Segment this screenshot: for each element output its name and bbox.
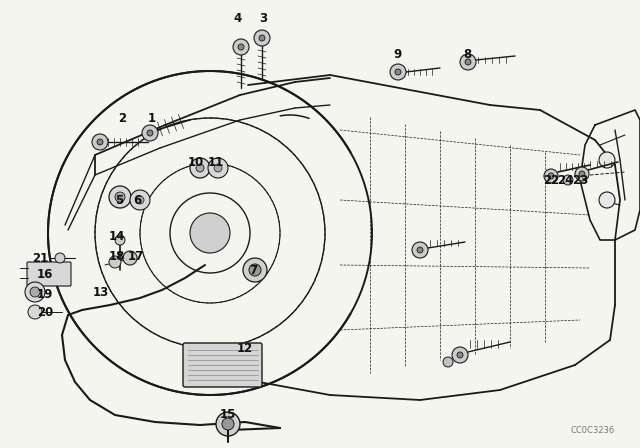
Circle shape (390, 64, 406, 80)
Text: 2: 2 (118, 112, 126, 125)
Text: 17: 17 (128, 250, 144, 263)
Text: 21: 21 (32, 251, 48, 264)
Circle shape (575, 167, 589, 181)
Circle shape (25, 282, 45, 302)
Circle shape (548, 173, 554, 179)
Text: 22: 22 (543, 173, 559, 186)
Circle shape (452, 347, 468, 363)
Circle shape (92, 134, 108, 150)
Text: 8: 8 (463, 48, 471, 61)
FancyBboxPatch shape (27, 262, 71, 286)
Text: 11: 11 (208, 155, 224, 168)
Circle shape (123, 251, 137, 265)
Circle shape (465, 59, 471, 65)
Ellipse shape (190, 213, 230, 253)
Circle shape (196, 164, 204, 172)
Circle shape (222, 418, 234, 430)
Circle shape (259, 35, 265, 41)
Circle shape (130, 190, 150, 210)
Text: 18: 18 (109, 250, 125, 263)
Text: 1: 1 (148, 112, 156, 125)
Circle shape (97, 139, 103, 145)
Text: 13: 13 (93, 285, 109, 298)
Circle shape (460, 54, 476, 70)
Circle shape (208, 158, 228, 178)
Circle shape (544, 169, 558, 183)
Circle shape (579, 171, 585, 177)
Circle shape (136, 196, 144, 204)
Circle shape (599, 192, 615, 208)
Text: 10: 10 (188, 155, 204, 168)
Circle shape (395, 69, 401, 75)
Text: 19: 19 (37, 289, 53, 302)
Text: 15: 15 (220, 409, 236, 422)
Circle shape (28, 305, 42, 319)
Circle shape (214, 164, 222, 172)
Circle shape (216, 412, 240, 436)
Text: 16: 16 (37, 268, 53, 281)
Circle shape (190, 158, 210, 178)
Text: 5: 5 (115, 194, 123, 207)
Circle shape (563, 175, 573, 185)
Text: 14: 14 (109, 231, 125, 244)
Text: 24: 24 (557, 173, 573, 186)
Circle shape (115, 235, 125, 245)
Circle shape (238, 44, 244, 50)
Circle shape (599, 152, 615, 168)
Text: 3: 3 (259, 12, 267, 25)
Circle shape (249, 264, 261, 276)
Circle shape (147, 130, 153, 136)
Circle shape (142, 125, 158, 141)
Circle shape (443, 357, 453, 367)
Text: 6: 6 (133, 194, 141, 207)
Text: 12: 12 (237, 341, 253, 354)
Text: 4: 4 (234, 12, 242, 25)
Circle shape (233, 39, 249, 55)
Circle shape (55, 253, 65, 263)
Circle shape (30, 287, 40, 297)
Circle shape (254, 30, 270, 46)
Circle shape (109, 186, 131, 208)
Circle shape (115, 192, 125, 202)
Text: 7: 7 (249, 263, 257, 276)
Text: CC0C3236: CC0C3236 (571, 426, 615, 435)
Circle shape (243, 258, 267, 282)
FancyBboxPatch shape (183, 343, 262, 387)
Text: 23: 23 (572, 173, 588, 186)
Circle shape (417, 247, 423, 253)
Circle shape (457, 352, 463, 358)
Text: 20: 20 (37, 306, 53, 319)
Text: 9: 9 (394, 48, 402, 61)
Circle shape (412, 242, 428, 258)
Circle shape (109, 256, 121, 268)
